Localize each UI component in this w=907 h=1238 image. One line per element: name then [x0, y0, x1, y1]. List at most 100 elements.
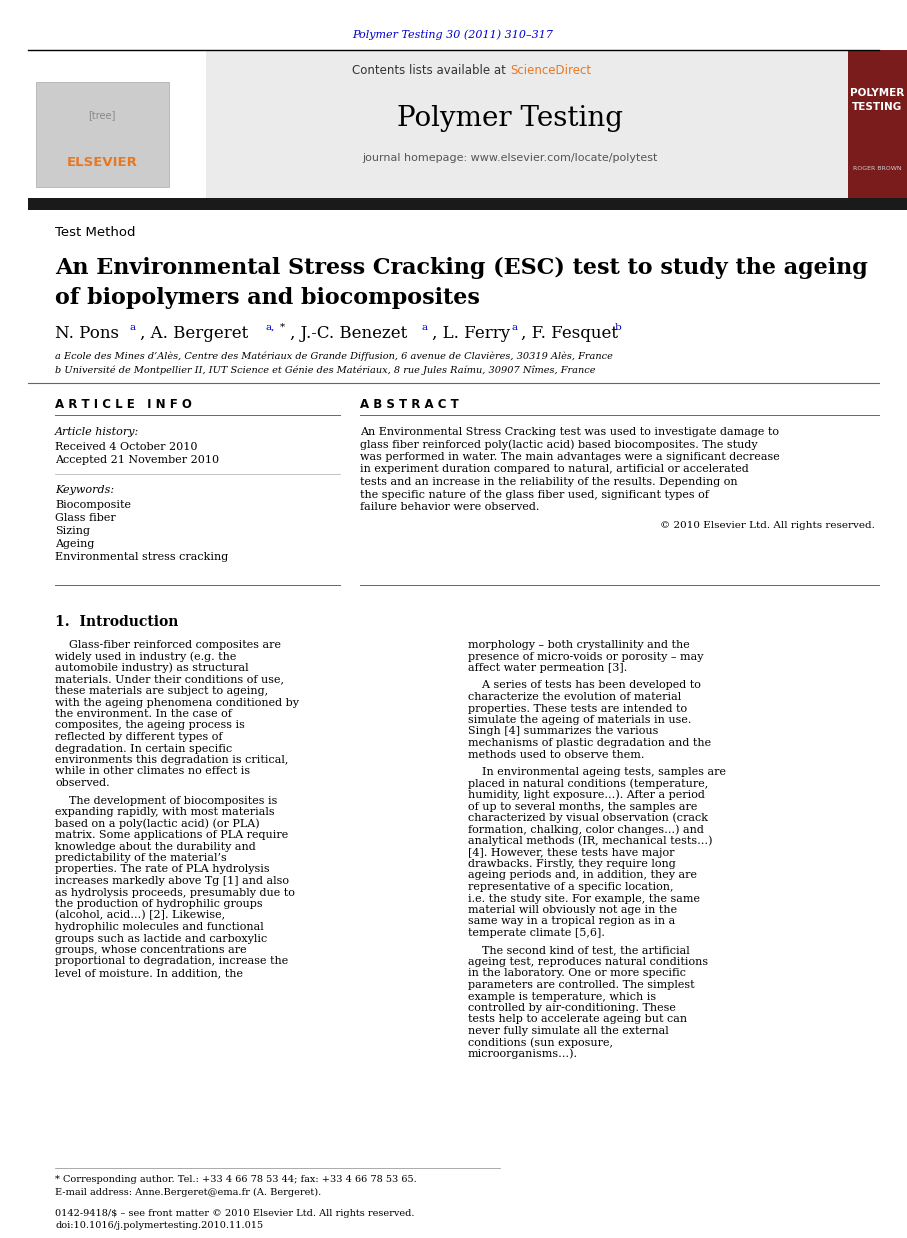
Text: of up to several months, the samples are: of up to several months, the samples are	[468, 801, 697, 811]
Text: Accepted 21 November 2010: Accepted 21 November 2010	[55, 456, 219, 465]
FancyBboxPatch shape	[28, 198, 907, 210]
Text: expanding rapidly, with most materials: expanding rapidly, with most materials	[55, 807, 275, 817]
Text: never fully simulate all the external: never fully simulate all the external	[468, 1026, 668, 1036]
Text: the environment. In the case of: the environment. In the case of	[55, 709, 232, 719]
Text: failure behavior were observed.: failure behavior were observed.	[360, 501, 540, 513]
Text: tests help to accelerate ageing but can: tests help to accelerate ageing but can	[468, 1014, 688, 1025]
Text: 0142-9418/$ – see front matter © 2010 Elsevier Ltd. All rights reserved.: 0142-9418/$ – see front matter © 2010 El…	[55, 1210, 414, 1218]
Text: a Ecole des Mines d’Alès, Centre des Matériaux de Grande Diffusion, 6 avenue de : a Ecole des Mines d’Alès, Centre des Mat…	[55, 352, 613, 360]
Text: materials. Under their conditions of use,: materials. Under their conditions of use…	[55, 675, 284, 685]
Text: b: b	[615, 323, 622, 332]
Text: E-mail address: Anne.Bergeret@ema.fr (A. Bergeret).: E-mail address: Anne.Bergeret@ema.fr (A.…	[55, 1187, 321, 1197]
Text: controlled by air-conditioning. These: controlled by air-conditioning. These	[468, 1003, 676, 1013]
Text: The second kind of test, the artificial: The second kind of test, the artificial	[468, 946, 689, 956]
Text: , F. Fesquet: , F. Fesquet	[521, 324, 618, 342]
Text: matrix. Some applications of PLA require: matrix. Some applications of PLA require	[55, 829, 288, 841]
Text: mechanisms of plastic degradation and the: mechanisms of plastic degradation and th…	[468, 738, 711, 748]
Text: properties. The rate of PLA hydrolysis: properties. The rate of PLA hydrolysis	[55, 864, 269, 874]
Text: as hydrolysis proceeds, presumably due to: as hydrolysis proceeds, presumably due t…	[55, 888, 295, 898]
Text: in the laboratory. One or more specific: in the laboratory. One or more specific	[468, 968, 686, 978]
Text: ScienceDirect: ScienceDirect	[510, 63, 591, 77]
Text: Glass-fiber reinforced composites are: Glass-fiber reinforced composites are	[55, 640, 281, 650]
Text: while in other climates no effect is: while in other climates no effect is	[55, 766, 250, 776]
Text: representative of a specific location,: representative of a specific location,	[468, 881, 674, 893]
Text: increases markedly above Tg [1] and also: increases markedly above Tg [1] and also	[55, 877, 289, 886]
FancyBboxPatch shape	[28, 50, 848, 198]
Text: of biopolymers and biocomposites: of biopolymers and biocomposites	[55, 287, 480, 310]
FancyBboxPatch shape	[28, 50, 206, 198]
Text: (alcohol, acid…) [2]. Likewise,: (alcohol, acid…) [2]. Likewise,	[55, 910, 225, 921]
Text: Environmental stress cracking: Environmental stress cracking	[55, 552, 229, 562]
Text: Contents lists available at: Contents lists available at	[353, 63, 510, 77]
Text: simulate the ageing of materials in use.: simulate the ageing of materials in use.	[468, 716, 691, 725]
Text: journal homepage: www.elsevier.com/locate/polytest: journal homepage: www.elsevier.com/locat…	[362, 154, 658, 163]
Text: An Environmental Stress Cracking (ESC) test to study the ageing: An Environmental Stress Cracking (ESC) t…	[55, 258, 868, 279]
Text: groups such as lactide and carboxylic: groups such as lactide and carboxylic	[55, 933, 268, 943]
Text: , J.-C. Benezet: , J.-C. Benezet	[290, 324, 407, 342]
Text: temperate climate [5,6].: temperate climate [5,6].	[468, 928, 605, 938]
Text: affect water permeation [3].: affect water permeation [3].	[468, 664, 628, 673]
Text: Article history:: Article history:	[55, 427, 140, 437]
Text: the production of hydrophilic groups: the production of hydrophilic groups	[55, 899, 263, 909]
Text: parameters are controlled. The simplest: parameters are controlled. The simplest	[468, 980, 695, 990]
Text: environments this degradation is critical,: environments this degradation is critica…	[55, 755, 288, 765]
Text: , L. Ferry: , L. Ferry	[432, 324, 510, 342]
Text: Ageing: Ageing	[55, 539, 94, 548]
Text: Sizing: Sizing	[55, 526, 90, 536]
Text: in experiment duration compared to natural, artificial or accelerated: in experiment duration compared to natur…	[360, 464, 749, 474]
Text: methods used to observe them.: methods used to observe them.	[468, 749, 644, 759]
Text: conditions (sun exposure,: conditions (sun exposure,	[468, 1037, 613, 1047]
Text: ROGER BROWN: ROGER BROWN	[853, 166, 902, 171]
Text: Received 4 October 2010: Received 4 October 2010	[55, 442, 198, 452]
Text: placed in natural conditions (temperature,: placed in natural conditions (temperatur…	[468, 779, 708, 789]
Text: hydrophilic molecules and functional: hydrophilic molecules and functional	[55, 922, 264, 932]
Text: In environmental ageing tests, samples are: In environmental ageing tests, samples a…	[468, 768, 726, 777]
Text: analytical methods (IR, mechanical tests…): analytical methods (IR, mechanical tests…	[468, 836, 713, 847]
FancyBboxPatch shape	[36, 82, 169, 187]
Text: a: a	[422, 323, 428, 332]
Text: Test Method: Test Method	[55, 225, 135, 239]
Text: *: *	[280, 323, 285, 332]
Text: humidity, light exposure…). After a period: humidity, light exposure…). After a peri…	[468, 790, 705, 800]
Text: level of moisture. In addition, the: level of moisture. In addition, the	[55, 968, 243, 978]
Text: these materials are subject to ageing,: these materials are subject to ageing,	[55, 686, 268, 696]
Text: glass fiber reinforced poly(lactic acid) based biocomposites. The study: glass fiber reinforced poly(lactic acid)…	[360, 439, 757, 449]
Text: The development of biocomposites is: The development of biocomposites is	[55, 796, 278, 806]
Text: [tree]: [tree]	[88, 110, 116, 120]
Text: knowledge about the durability and: knowledge about the durability and	[55, 842, 256, 852]
Text: 1.  Introduction: 1. Introduction	[55, 615, 179, 629]
Text: Biocomposite: Biocomposite	[55, 500, 131, 510]
Text: doi:10.1016/j.polymertesting.2010.11.015: doi:10.1016/j.polymertesting.2010.11.015	[55, 1222, 263, 1231]
Text: the specific nature of the glass fiber used, significant types of: the specific nature of the glass fiber u…	[360, 489, 709, 499]
Text: [4]. However, these tests have major: [4]. However, these tests have major	[468, 848, 675, 858]
Text: reflected by different types of: reflected by different types of	[55, 732, 222, 742]
Text: a: a	[511, 323, 517, 332]
Text: composites, the ageing process is: composites, the ageing process is	[55, 721, 245, 730]
FancyBboxPatch shape	[848, 50, 907, 198]
Text: Glass fiber: Glass fiber	[55, 513, 116, 522]
Text: Polymer Testing 30 (2011) 310–317: Polymer Testing 30 (2011) 310–317	[353, 30, 553, 41]
Text: characterize the evolution of material: characterize the evolution of material	[468, 692, 681, 702]
Text: © 2010 Elsevier Ltd. All rights reserved.: © 2010 Elsevier Ltd. All rights reserved…	[660, 521, 875, 530]
Text: drawbacks. Firstly, they require long: drawbacks. Firstly, they require long	[468, 859, 676, 869]
Text: N. Pons: N. Pons	[55, 324, 119, 342]
Text: was performed in water. The main advantages were a significant decrease: was performed in water. The main advanta…	[360, 452, 780, 462]
Text: A B S T R A C T: A B S T R A C T	[360, 399, 459, 411]
Text: microorganisms…).: microorganisms…).	[468, 1049, 578, 1060]
Text: a,: a,	[265, 323, 275, 332]
Text: ELSEVIER: ELSEVIER	[66, 156, 138, 168]
Text: example is temperature, which is: example is temperature, which is	[468, 992, 656, 1002]
Text: presence of micro-voids or porosity – may: presence of micro-voids or porosity – ma…	[468, 651, 704, 661]
Text: properties. These tests are intended to: properties. These tests are intended to	[468, 703, 688, 713]
Text: , A. Bergeret: , A. Bergeret	[140, 324, 249, 342]
Text: b Université de Montpellier II, IUT Science et Génie des Matériaux, 8 rue Jules : b Université de Montpellier II, IUT Scie…	[55, 365, 596, 375]
Text: formation, chalking, color changes…) and: formation, chalking, color changes…) and	[468, 825, 704, 834]
Text: tests and an increase in the reliability of the results. Depending on: tests and an increase in the reliability…	[360, 477, 737, 487]
Text: Keywords:: Keywords:	[55, 485, 114, 495]
Text: groups, whose concentrations are: groups, whose concentrations are	[55, 945, 247, 954]
Text: ageing test, reproduces natural conditions: ageing test, reproduces natural conditio…	[468, 957, 708, 967]
Text: A R T I C L E   I N F O: A R T I C L E I N F O	[55, 399, 192, 411]
Text: a: a	[130, 323, 136, 332]
Text: degradation. In certain specific: degradation. In certain specific	[55, 744, 232, 754]
Text: widely used in industry (e.g. the: widely used in industry (e.g. the	[55, 651, 237, 662]
